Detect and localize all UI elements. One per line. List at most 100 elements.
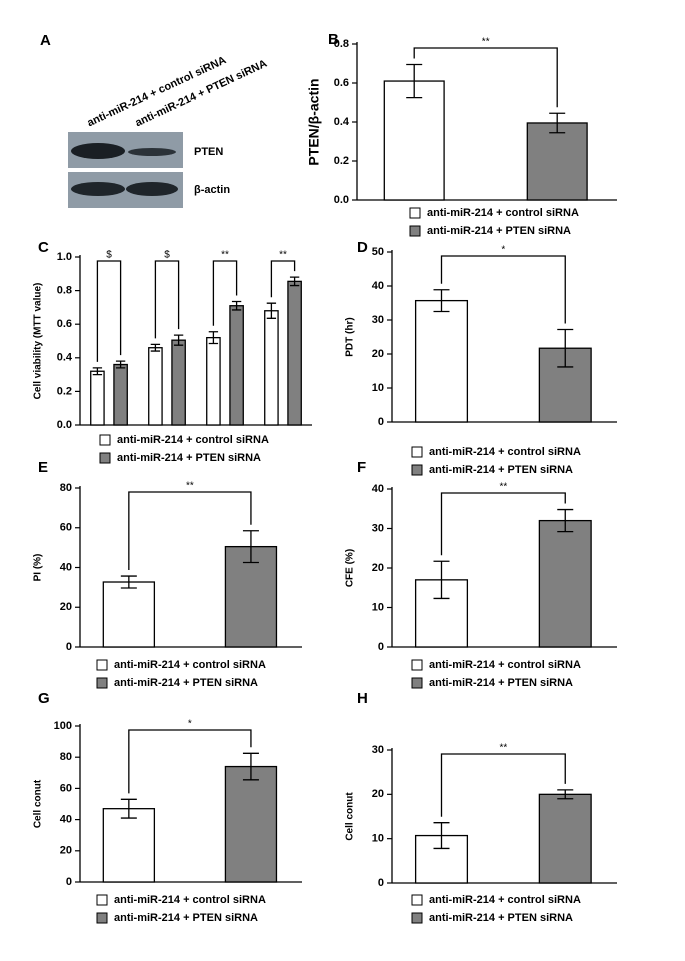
significance-bracket: [440, 255, 566, 324]
bar: [414, 299, 469, 423]
legend-label: anti-miR-214 + PTEN siRNA: [429, 677, 573, 689]
legend-swatch: [411, 894, 423, 906]
significance-bracket: [96, 260, 122, 362]
bar: [538, 793, 592, 884]
y-tick-label: 80: [60, 751, 72, 763]
significance-bracket: [212, 260, 238, 326]
legend-label: anti-miR-214 + control siRNA: [427, 207, 579, 219]
bar: [171, 339, 186, 426]
y-tick-label: 0: [378, 416, 384, 428]
legend-label: anti-miR-214 + PTEN siRNA: [429, 464, 573, 476]
y-tick-label: 0.6: [57, 318, 72, 330]
y-tick-label: 30: [372, 314, 384, 326]
y-tick-label: 40: [60, 561, 72, 573]
panel-label: G: [38, 690, 50, 707]
y-tick-label: 0.0: [57, 419, 72, 431]
significance-bracket: [270, 260, 296, 298]
error-bar: [115, 360, 126, 369]
error-bar: [557, 328, 574, 368]
blot-band: [71, 182, 125, 196]
legend-swatch: [96, 659, 108, 671]
legend-swatch: [411, 659, 423, 671]
legend-label: anti-miR-214 + PTEN siRNA: [427, 225, 571, 237]
y-tick-label: 20: [372, 348, 384, 360]
bar: [287, 280, 302, 426]
error-bar: [433, 560, 450, 600]
y-axis-label: Cell conut: [33, 779, 44, 828]
y-tick-label: 100: [54, 720, 72, 732]
y-tick-label: 60: [60, 522, 72, 534]
bar: [538, 519, 592, 648]
panel-label: C: [38, 239, 49, 256]
bar: [264, 310, 279, 426]
bar: [229, 305, 244, 426]
y-tick-label: 0.8: [334, 38, 349, 50]
bar: [224, 765, 278, 883]
error-bar: [433, 822, 450, 850]
error-bar: [557, 789, 574, 800]
error-bar: [549, 112, 566, 134]
panel-label: E: [38, 459, 48, 476]
legend-label: anti-miR-214 + PTEN siRNA: [114, 677, 258, 689]
y-tick-label: 20: [60, 845, 72, 857]
blot-panel: A anti-miR-214 + control siRNA anti-miR-…: [40, 32, 269, 208]
legend-label: anti-miR-214 + control siRNA: [114, 894, 266, 906]
significance-bracket: [128, 729, 252, 794]
y-tick-label: 50: [372, 246, 384, 258]
error-bar: [406, 63, 423, 99]
legend-swatch: [411, 464, 423, 476]
error-bar: [150, 343, 161, 352]
legend-label: anti-miR-214 + PTEN siRNA: [429, 912, 573, 924]
error-bar: [242, 752, 259, 781]
significance-label: *: [188, 719, 192, 730]
error-bar: [433, 289, 450, 313]
blot-band: [128, 148, 176, 156]
y-tick-label: 40: [372, 483, 384, 495]
blot-band: [71, 143, 125, 159]
significance-bracket: [128, 491, 252, 571]
y-tick-label: 0.4: [334, 116, 350, 128]
error-bar: [266, 302, 277, 319]
panel-label: F: [357, 459, 366, 476]
legend-swatch: [96, 677, 108, 689]
y-tick-label: 0: [66, 876, 72, 888]
significance-label: **: [279, 250, 287, 261]
y-tick-label: 40: [60, 814, 72, 826]
legend-swatch: [99, 434, 111, 446]
legend-swatch: [409, 207, 421, 219]
bar: [526, 122, 588, 201]
y-axis-label: Cell viability (MTT value): [33, 283, 44, 400]
y-axis-label: CFE (%): [345, 549, 356, 587]
y-tick-label: 0.6: [334, 77, 349, 89]
error-bar: [92, 367, 103, 376]
significance-label: **: [221, 250, 229, 261]
y-axis-label: PDT (hr): [345, 317, 356, 356]
y-tick-label: 30: [372, 522, 384, 534]
error-bar: [173, 334, 184, 346]
error-bar: [120, 575, 137, 589]
legend-label: anti-miR-214 + control siRNA: [429, 894, 581, 906]
significance-bracket: [413, 47, 558, 108]
panel-label: H: [357, 690, 368, 707]
y-tick-label: 10: [372, 382, 384, 394]
panel-label: D: [357, 239, 368, 256]
y-tick-label: 20: [60, 601, 72, 613]
y-tick-label: 60: [60, 782, 72, 794]
legend-label: anti-miR-214 + control siRNA: [429, 659, 581, 671]
legend-swatch: [96, 912, 108, 924]
y-axis-label: PI (%): [33, 554, 44, 582]
significance-label: $: [106, 250, 112, 261]
band-label: β-actin: [194, 184, 230, 196]
y-tick-label: 0: [378, 641, 384, 653]
y-axis-label: Cell conut: [345, 792, 356, 841]
bar: [102, 808, 156, 883]
bar: [102, 581, 156, 648]
y-tick-label: 1.0: [57, 251, 72, 263]
significance-bracket: [154, 260, 180, 339]
legend-swatch: [411, 912, 423, 924]
significance-label: **: [482, 37, 490, 48]
y-axis-label: PTEN/β-actin: [306, 78, 322, 165]
y-tick-label: 80: [60, 482, 72, 494]
bar: [113, 363, 128, 426]
error-bar: [208, 331, 219, 345]
